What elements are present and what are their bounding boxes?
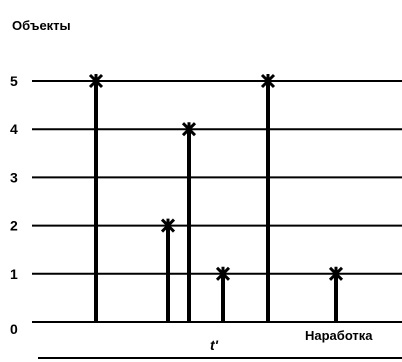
bar-marker-2 [160,218,176,233]
y-axis-title: Объекты [12,18,71,33]
y-tick-label-1: 1 [10,266,18,282]
y-tick-label-5: 5 [10,73,18,89]
y-tick-labels: 0 1 2 3 4 5 [10,73,18,337]
y-tick-label-3: 3 [10,169,18,185]
y-tick-label-0: 0 [10,321,18,337]
grid [32,80,402,275]
bar-marker-4 [215,266,231,281]
bar-marker-1 [88,73,104,89]
bar-marker-5 [260,73,276,89]
bar-marker-3 [181,122,197,137]
bar-marker-6 [328,266,344,281]
bars [88,73,344,322]
y-tick-label-2: 2 [10,218,18,234]
t-prime-annotation: t' [210,337,219,353]
x-axis-title: Наработка [305,328,373,343]
y-tick-label-4: 4 [10,121,18,137]
